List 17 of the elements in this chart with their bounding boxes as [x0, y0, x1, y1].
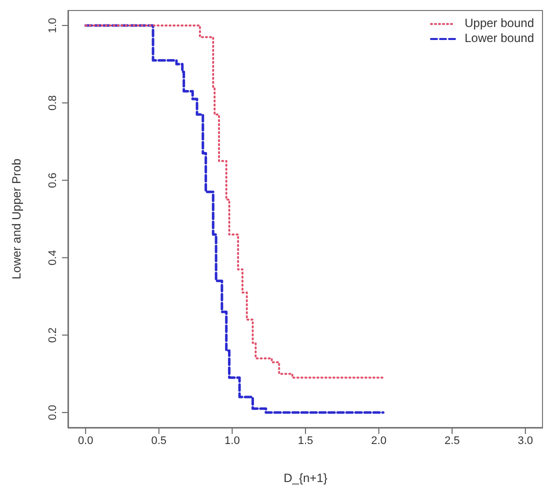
y-tick-label: 0.8 [47, 95, 59, 111]
legend-label: Upper bound [464, 16, 534, 31]
y-tick-label: 0.4 [47, 250, 59, 266]
x-tick-label: 0.5 [151, 434, 167, 447]
y-tick-label: 0.6 [47, 172, 59, 188]
x-tick-label: 3.0 [518, 434, 534, 447]
x-tick-label: 1.5 [298, 434, 314, 447]
y-tick-label: 0.0 [47, 404, 59, 420]
x-tick-label: 1.0 [224, 434, 240, 447]
legend-label: Lower bound [464, 31, 534, 46]
x-tick-label: 0.0 [78, 434, 94, 447]
x-axis-title: D_{n+1} [284, 471, 328, 485]
x-tick-label: 2.0 [371, 434, 386, 447]
y-tick-label: 1.0 [47, 18, 59, 34]
y-axis-title: Lower and Upper Prob [9, 158, 24, 280]
x-tick-label: 2.5 [444, 434, 460, 447]
y-tick-label: 0.2 [47, 327, 59, 343]
